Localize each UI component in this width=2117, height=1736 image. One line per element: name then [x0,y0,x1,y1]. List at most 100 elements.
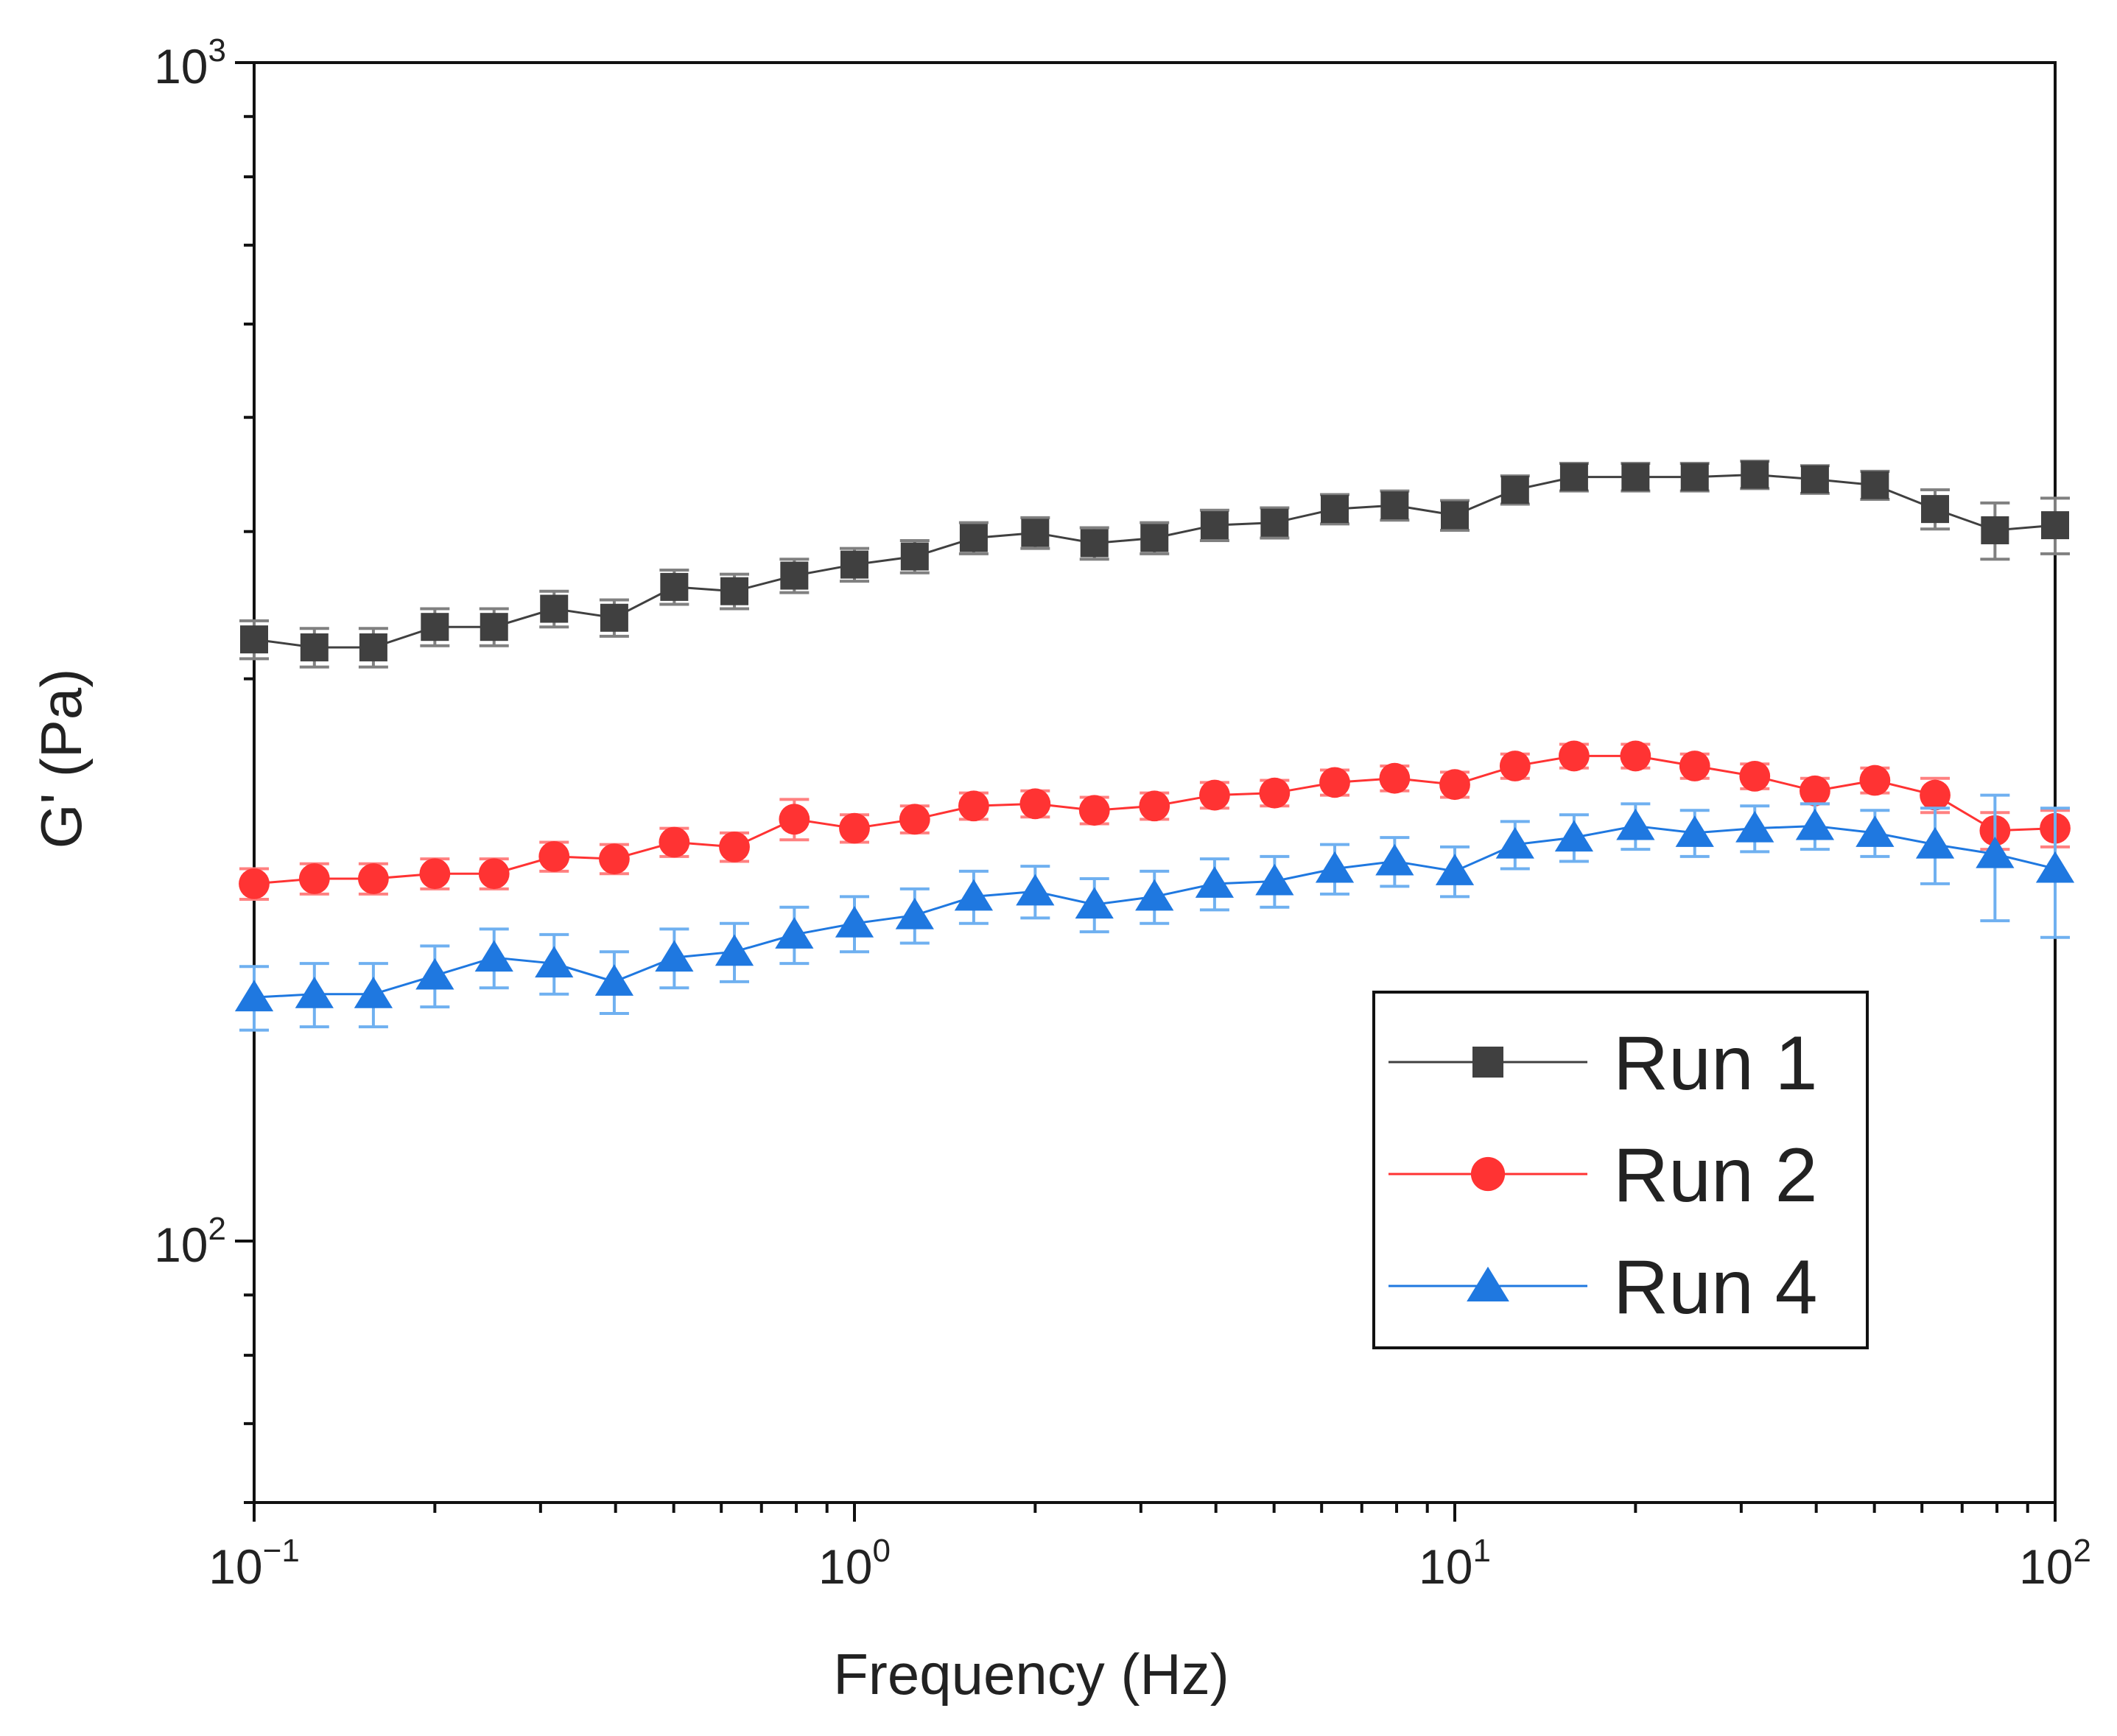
data-point [474,940,513,972]
data-point [1080,529,1109,558]
data-point [719,831,750,862]
data-point [1620,740,1651,772]
data-point [1321,495,1349,524]
data-point [1856,815,1895,847]
data-point [1140,524,1169,552]
data-point [1675,815,1714,847]
legend-label: Run 1 [1613,1021,1818,1106]
data-point [538,840,570,872]
data-point [359,633,387,661]
data-point [895,897,934,930]
data-point [1800,775,1830,806]
data-point [900,542,929,571]
legend-box [1372,991,1869,1349]
data-point [594,964,634,996]
data-point [421,613,449,642]
data-point [1741,460,1769,489]
data-point [1379,762,1411,794]
x-tick-label: 102 [2019,1533,2091,1594]
series-line [253,474,2056,649]
data-point [415,957,454,990]
legend-marker [1467,1266,1509,1301]
plot-frame [253,61,2057,1504]
data-point [715,934,754,966]
data-point [1260,508,1289,537]
data-point [1795,808,1835,840]
data-point [1435,854,1475,885]
legend: Run 1 Run 2 Run 4 [1372,991,1869,1349]
series-run-1 [239,460,2070,669]
y-tick-label: 102 [154,1211,226,1272]
data-point [1441,501,1469,530]
x-axis-title: Frequency (Hz) [833,1642,1229,1707]
data-point [599,843,630,875]
data-point [1554,820,1594,852]
legend-item: Run 1 [1388,1021,1818,1106]
data-point [2041,511,2069,540]
data-point [1135,879,1174,911]
y-axis-ticks: 102 103 [154,32,254,1504]
data-point [1439,769,1470,801]
data-point [535,946,574,978]
data-point [1375,843,1414,876]
data-point [480,613,508,642]
data-point [300,633,329,661]
data-point [899,804,930,835]
data-point [840,550,868,579]
data-point [1680,463,1709,491]
data-point [1021,519,1050,547]
data-point [1075,887,1114,919]
data-point [720,577,749,605]
data-point [1739,760,1771,792]
data-point [358,863,389,894]
legend-marker [1472,1047,1503,1078]
data-point [958,790,989,822]
data-point [1195,866,1235,898]
data-point [1200,511,1229,540]
data-point [1139,790,1170,822]
data-point [1921,495,1950,524]
data-point [655,940,694,972]
data-point [1735,810,1774,843]
data-point [240,625,268,654]
data-point [839,812,870,844]
data-point [239,868,270,899]
data-point [1016,874,1055,906]
data-point [419,858,451,890]
data-point [1915,826,1955,859]
plot-border [253,61,2057,1504]
legend-label: Run 4 [1613,1245,1818,1330]
x-tick-label: 101 [1419,1533,1491,1594]
x-axis-ticks: 10−1 100 101 102 [208,1503,2091,1594]
data-point [1861,471,1889,499]
data-point [1319,767,1350,798]
x-tick-label: 10−1 [208,1533,300,1594]
data-point [1019,788,1051,820]
data-point [1981,516,2009,544]
y-axis-title: G' (Pa) [29,669,94,849]
data-point [298,863,330,894]
data-point [1679,751,1710,781]
data-point [1559,463,1588,491]
legend-label: Run 2 [1613,1133,1818,1218]
data-point [1499,751,1531,781]
data-point [954,879,994,911]
data-point [1259,777,1291,809]
legend-item: Run 2 [1388,1133,1818,1218]
data-point [540,594,569,623]
legend-marker [1470,1156,1506,1192]
data-point [1255,863,1294,896]
data-point [600,603,628,632]
data-point [478,858,510,890]
data-point [1559,740,1590,772]
series-run-2 [239,740,2071,901]
data-point [1800,465,1829,493]
data-point [1920,779,1951,811]
data-point [1976,836,2015,868]
data-point [959,524,988,552]
data-point [1859,765,1891,796]
data-point [659,826,690,858]
data-point [354,977,393,1008]
data-point [1616,808,1655,840]
